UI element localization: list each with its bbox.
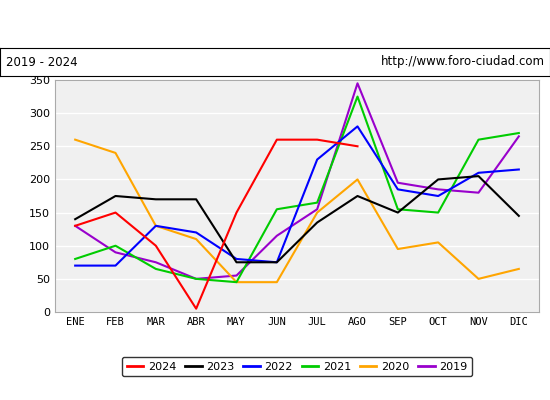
Text: Evolucion Nº Turistas Nacionales en el municipio de Atajate: Evolucion Nº Turistas Nacionales en el m…: [29, 16, 521, 32]
Legend: 2024, 2023, 2022, 2021, 2020, 2019: 2024, 2023, 2022, 2021, 2020, 2019: [122, 357, 472, 376]
Text: 2019 - 2024: 2019 - 2024: [6, 56, 77, 68]
Text: http://www.foro-ciudad.com: http://www.foro-ciudad.com: [381, 56, 544, 68]
